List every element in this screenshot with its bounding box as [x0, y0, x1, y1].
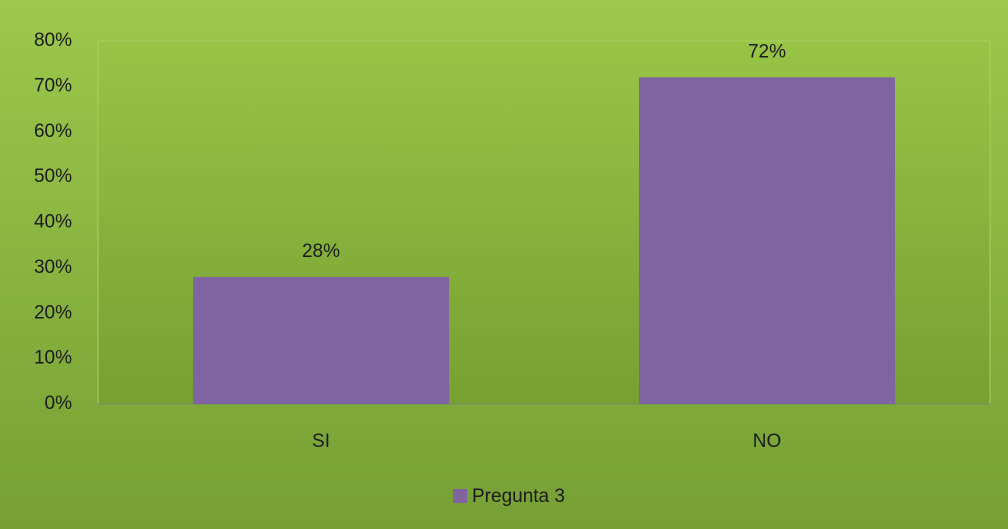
legend-label: Pregunta 3 [472, 486, 565, 507]
y-tick-label: 20% [34, 302, 72, 323]
legend-swatch [453, 489, 467, 503]
data-label: 72% [748, 41, 786, 62]
y-tick-label: 10% [34, 348, 72, 369]
x-tick-label: SI [312, 431, 330, 452]
y-tick-label: 60% [34, 121, 72, 142]
y-tick-label: 30% [34, 257, 72, 278]
y-tick-label: 0% [45, 393, 73, 414]
bar [192, 276, 450, 404]
y-tick-label: 70% [34, 75, 72, 96]
x-tick-label: NO [753, 431, 782, 452]
y-tick-label: 80% [34, 30, 72, 51]
y-tick-label: 50% [34, 166, 72, 187]
y-tick-label: 40% [34, 212, 72, 233]
bar [638, 77, 896, 405]
data-label: 28% [302, 241, 340, 262]
